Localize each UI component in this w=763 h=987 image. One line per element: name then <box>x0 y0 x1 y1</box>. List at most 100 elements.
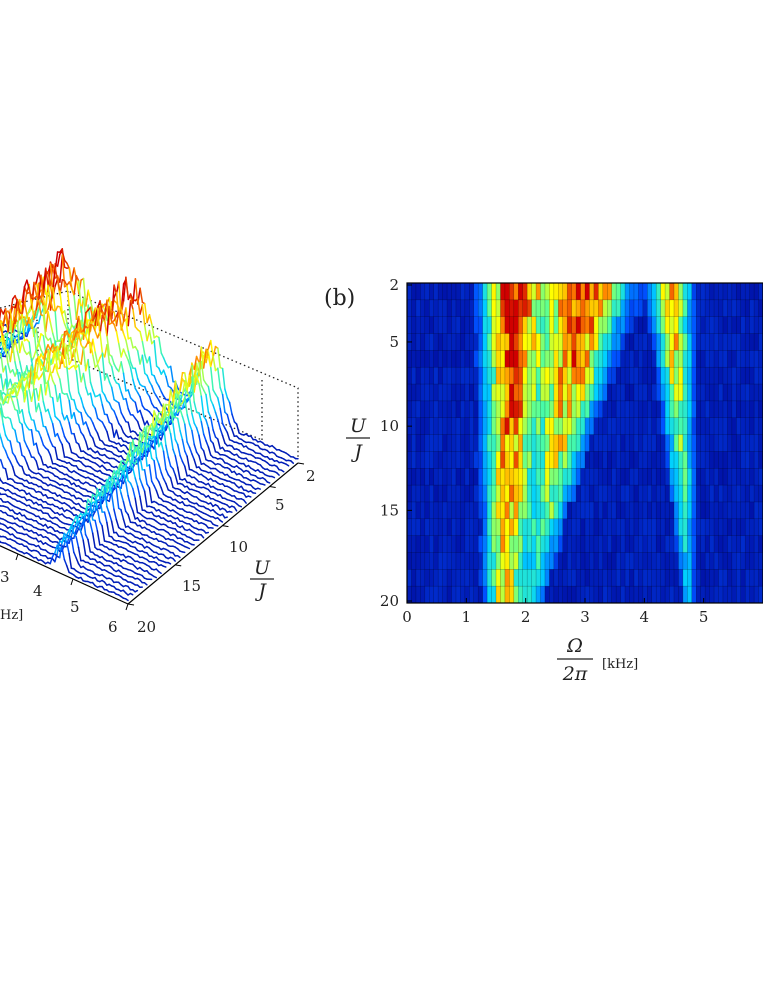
waterfall-segment <box>200 346 205 369</box>
waterfall-segment <box>44 308 49 315</box>
waterfall-segment <box>42 314 47 338</box>
panel-a-box-floor <box>67 357 263 441</box>
waterfall-segment <box>129 336 134 349</box>
waterfall-segment <box>92 437 96 447</box>
waterfall-segment <box>115 518 120 529</box>
waterfall-segment <box>35 460 40 471</box>
waterfall-segment <box>35 372 40 381</box>
waterfall-segment <box>212 355 217 372</box>
waterfall-segment <box>4 307 9 325</box>
waterfall-segment <box>210 339 214 359</box>
waterfall-segment <box>75 536 80 549</box>
waterfall-segment <box>224 427 229 434</box>
waterfall-segment <box>42 352 47 368</box>
waterfall-segment <box>233 506 238 512</box>
waterfall-segment <box>148 464 153 482</box>
waterfall-segment <box>174 380 179 395</box>
waterfall-segment <box>217 438 221 450</box>
waterfall-segment <box>146 436 151 451</box>
waterfall-segment <box>61 443 66 458</box>
waterfall-segment <box>134 367 139 380</box>
waterfall-segment <box>167 561 172 565</box>
waterfall-segment <box>165 362 170 369</box>
waterfall-segment <box>148 444 153 459</box>
waterfall-segment <box>23 439 28 447</box>
waterfall-segment <box>193 367 198 384</box>
waterfall-segment <box>0 459 4 469</box>
waterfall-segment <box>0 407 4 425</box>
waterfall-segment <box>165 468 169 476</box>
waterfall-segment <box>75 557 80 565</box>
waterfall-segment <box>66 285 71 308</box>
waterfall-segment <box>198 434 203 449</box>
waterfall-segment <box>174 474 179 485</box>
waterfall-segment <box>228 401 233 415</box>
waterfall-segment <box>195 375 200 385</box>
waterfall-segment <box>61 354 66 368</box>
waterfall-segment <box>129 367 134 381</box>
waterfall-segment <box>188 383 193 399</box>
waterfall-segment <box>66 322 71 335</box>
waterfall-segment <box>136 420 141 430</box>
waterfall-segment <box>186 441 191 449</box>
waterfall-segment <box>202 450 207 461</box>
waterfall-segment <box>99 370 104 393</box>
waterfall-segment <box>136 458 141 480</box>
waterfall-segment <box>108 482 113 495</box>
waterfall-segment <box>158 385 163 393</box>
waterfall-segment <box>42 267 47 290</box>
waterfall-segment <box>37 402 42 414</box>
waterfall-segment <box>108 381 113 389</box>
waterfall-segment <box>148 356 153 376</box>
waterfall-segment <box>94 496 99 510</box>
waterfall-segment <box>16 350 21 363</box>
waterfall-segment <box>56 345 61 365</box>
waterfall-segment <box>125 339 130 352</box>
waterfall-segment <box>257 487 261 490</box>
waterfall-segment <box>136 391 141 398</box>
waterfall-segment <box>207 426 212 442</box>
waterfall-segment <box>205 393 210 413</box>
waterfall-segment <box>146 445 151 457</box>
waterfall-segment <box>0 373 4 391</box>
waterfall-segment <box>4 468 9 481</box>
waterfall-segment <box>92 389 96 398</box>
waterfall-segment <box>73 349 78 369</box>
waterfall-segment <box>144 354 148 364</box>
waterfall-segment <box>188 423 193 432</box>
waterfall-segment <box>191 453 195 461</box>
waterfall-segment <box>212 389 217 395</box>
waterfall-segment <box>132 308 137 328</box>
waterfall-segment <box>61 427 66 438</box>
waterfall-segment <box>63 280 68 287</box>
waterfall-segment <box>59 378 63 394</box>
waterfall-segment <box>226 396 231 404</box>
waterfall-segment <box>127 389 132 399</box>
waterfall-segment <box>153 484 158 492</box>
waterfall-segment <box>143 582 148 586</box>
waterfall-segment <box>193 355 198 371</box>
waterfall-segment <box>77 315 82 333</box>
waterfall-segment <box>28 389 33 403</box>
waterfall-segment <box>184 382 188 392</box>
waterfall-segment <box>226 413 231 425</box>
waterfall-segment <box>153 391 158 398</box>
waterfall-segment <box>23 301 28 316</box>
waterfall-segment <box>195 427 200 436</box>
waterfall-segment <box>158 480 162 489</box>
waterfall-segment <box>61 412 66 421</box>
waterfall-segment <box>139 330 144 343</box>
waterfall-segment <box>125 318 130 340</box>
waterfall-segment <box>134 401 139 414</box>
waterfall-segment <box>129 482 134 490</box>
waterfall-segment <box>169 406 174 425</box>
waterfall-segment <box>54 384 59 403</box>
waterfall-segment <box>143 469 148 485</box>
waterfall-segment <box>151 410 155 437</box>
waterfall-segment <box>212 442 217 453</box>
waterfall-segment <box>94 428 99 434</box>
waterfall-segment <box>89 392 94 406</box>
waterfall-segment <box>7 456 11 463</box>
waterfall-segment <box>186 390 191 399</box>
waterfall-segment <box>148 487 153 504</box>
